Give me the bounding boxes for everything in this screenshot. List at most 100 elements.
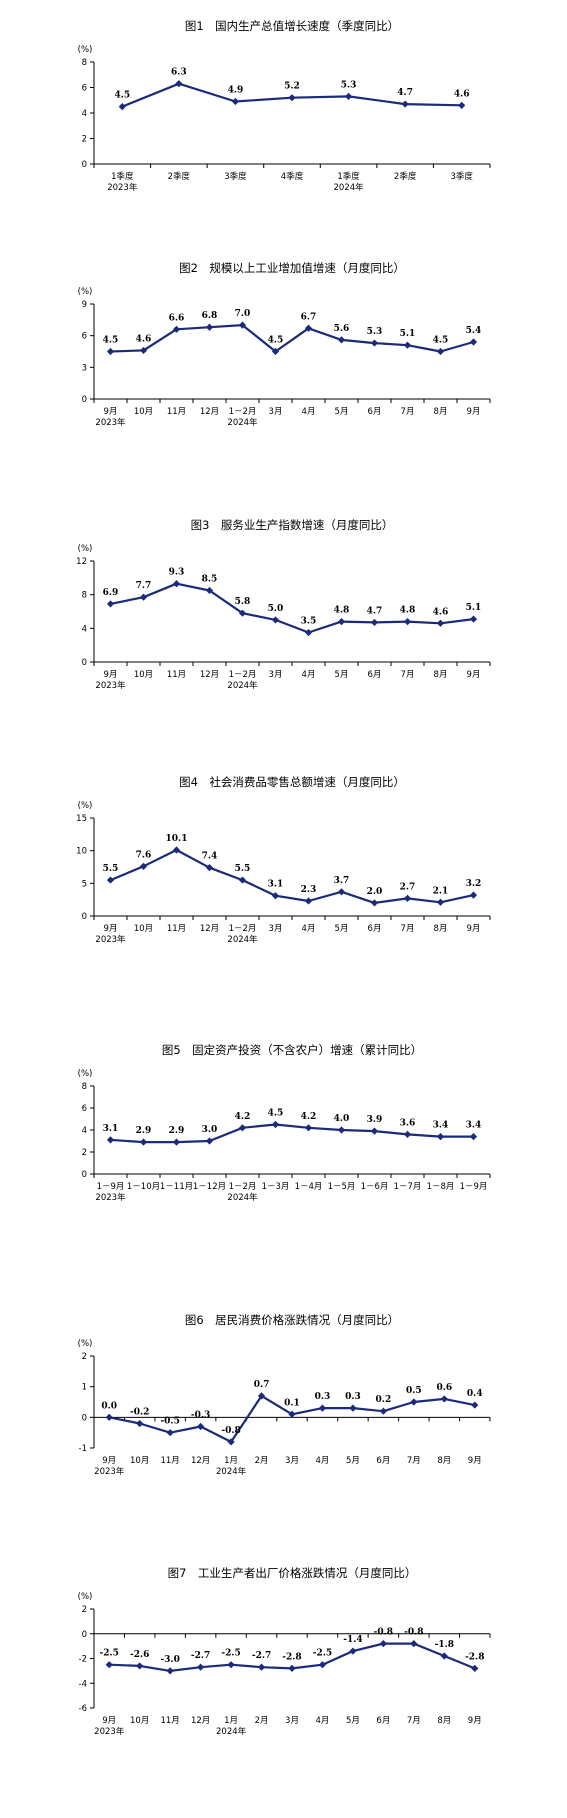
data-point [139,593,148,601]
chart-title: 图5 固定资产投资（不含农户）增速（累计同比） [162,1043,422,1057]
data-point [175,80,183,88]
x-tick-label: 1－2月 [229,670,257,680]
year-label: 2024年 [227,417,258,428]
data-point [471,1664,479,1672]
data-label: -3.0 [160,1655,179,1665]
data-point [271,1120,280,1129]
y-tick-label: 4 [82,1126,87,1136]
data-label: 2.1 [433,886,449,896]
data-label: 4.8 [400,606,416,616]
x-tick-label: 4月 [316,1456,330,1466]
x-tick-label: 1－6月 [361,1182,389,1192]
data-point [403,894,412,902]
data-label: 0.0 [101,1401,117,1411]
data-label: 5.5 [235,864,251,874]
y-unit-label: (%) [78,544,93,554]
x-tick-label: 3月 [285,1456,299,1466]
x-tick-label: 12月 [200,924,219,934]
data-label: 5.1 [400,329,416,339]
year-label: 2023年 [94,1466,125,1477]
data-label: 4.2 [301,1112,317,1122]
data-point [205,323,214,331]
data-point [172,1138,181,1146]
data-label: -0.8 [404,1628,423,1638]
data-point [166,1667,174,1675]
data-label: 0.4 [467,1389,483,1399]
data-label: 0.1 [284,1398,300,1408]
data-label: 7.0 [235,309,251,319]
chart-svg: 图3 服务业生产指数增速（月度同比） (%) 0 4 8 12 9月 10月 11月 12月 1－2… [76,518,491,691]
x-tick-label: 9月 [102,1456,116,1466]
data-point [403,341,412,349]
y-unit-label: (%) [78,1069,93,1079]
chart-svg: 图2 规模以上工业增加值增速（月度同比） (%) 0 3 6 9 9月 10月 11月 12月 1－… [78,261,491,428]
x-tick-label: 7月 [401,924,415,934]
data-point [458,101,466,109]
data-point [403,618,412,626]
x-tick-label: 11月 [167,407,186,417]
y-tick-label: 1 [82,1383,87,1393]
year-label: 2023年 [95,680,126,691]
y-tick-label: 0 [82,395,87,405]
y-tick-label: 8 [82,1082,87,1092]
chart-cpi: 图6 居民消费价格涨跌情况（月度同比） (%) -1 0 1 2 9月 10月 11月 12月 1月… [0,1310,567,1540]
chart-retail-sales: 图4 社会消费品零售总额增速（月度同比） (%) 0 5 10 15 9月 10月 11月 12月… [0,772,567,1002]
data-label: 3.1 [103,1124,119,1134]
x-tick-label: 3季度 [451,171,474,182]
year-label: 2024年 [227,934,258,945]
x-tick-label: 1－5月 [328,1182,356,1192]
data-label: 0.7 [254,1380,270,1390]
series-line [110,323,474,353]
y-tick-label: 3 [82,363,87,373]
data-point [106,1136,115,1144]
data-point [337,1126,346,1134]
data-point [166,1429,174,1437]
data-point [238,876,247,884]
data-label: 4.5 [103,336,119,346]
x-tick-label: 1－9月 [460,1182,488,1192]
x-tick-label: 6月 [368,670,382,680]
x-tick-label: 1－12月 [193,1182,226,1192]
year-label: 2024年 [227,680,258,691]
data-label: -2.7 [252,1651,271,1661]
y-tick-label: 2 [82,1352,87,1362]
data-point [238,1124,247,1132]
data-label: 7.6 [136,850,152,860]
data-point [436,1133,445,1141]
data-point [436,619,445,627]
y-tick-label: 8 [82,58,87,68]
data-label: 6.3 [171,68,187,78]
data-label: 4.5 [268,1109,284,1119]
data-point [349,1647,357,1655]
x-tick-label: 12月 [200,407,219,417]
x-tick-label: 12月 [191,1456,210,1466]
data-label: 4.0 [334,1114,350,1124]
x-tick-label: 9月 [104,407,118,417]
chart-title: 图3 服务业生产指数增速（月度同比） [191,518,394,532]
data-point [271,892,280,900]
data-point [288,1410,296,1418]
data-label: 3.2 [466,879,482,889]
data-label: -2.6 [130,1650,149,1660]
y-tick-label: -1 [79,1444,87,1454]
x-tick-label: 3月 [269,670,283,680]
chart-title: 图1 国内生产总值增长速度（季度同比） [185,19,399,33]
x-tick-label: 4季度 [281,171,304,182]
y-tick-label: 4 [82,109,87,119]
data-point [288,1664,296,1672]
x-tick-label: 1－2月 [229,924,257,934]
y-tick-label: 0 [82,1630,87,1640]
y-unit-label: (%) [78,1592,93,1602]
data-label: 4.5 [114,91,130,101]
x-tick-label: 6月 [376,1456,390,1466]
y-tick-label: 0 [82,1170,87,1180]
data-label: 4.6 [433,607,449,617]
data-point [337,618,346,626]
y-tick-label: 2 [82,1605,87,1615]
data-point [337,336,346,344]
x-tick-label: 4月 [302,407,316,417]
y-unit-label: (%) [78,287,93,297]
x-tick-label: 7月 [407,1456,421,1466]
data-label: 2.0 [367,887,383,897]
chart-svg: 图1 国内生产总值增长速度（季度同比） (%) 0 2 4 6 8 1季度 2季度 3季度 4季度 1… [78,19,491,193]
